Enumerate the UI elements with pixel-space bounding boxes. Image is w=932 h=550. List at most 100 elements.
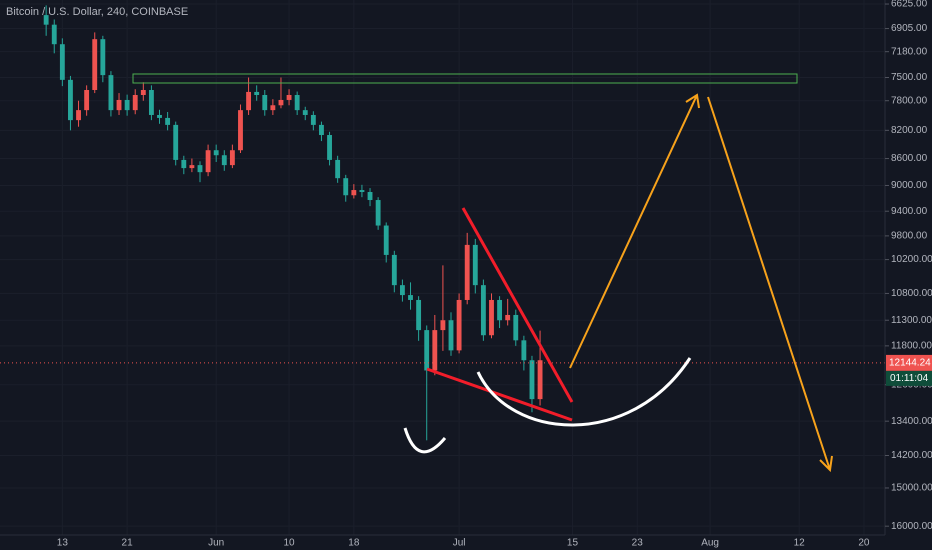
x-tick-label: 18 — [348, 538, 360, 549]
candle-body — [68, 79, 73, 121]
candle-body — [132, 95, 138, 111]
candles — [0, 5, 885, 441]
candle-body — [229, 150, 235, 166]
candle-body — [497, 299, 503, 321]
candle-body — [310, 114, 316, 125]
candle-body — [100, 39, 106, 76]
candle-body — [181, 159, 187, 169]
candle-body — [521, 340, 527, 361]
candle-body — [399, 285, 405, 296]
x-tick-label: 21 — [122, 538, 134, 549]
candle-body — [440, 320, 446, 331]
x-tick-label: 15 — [567, 538, 579, 549]
candle-body — [327, 135, 332, 160]
x-tick-label: Jun — [208, 538, 224, 549]
candle-body — [124, 99, 130, 111]
candle-body — [472, 244, 478, 286]
candle-body — [108, 75, 114, 111]
x-tick-label: 10 — [283, 538, 295, 549]
candle-body — [456, 299, 462, 351]
candle-body — [140, 89, 146, 96]
candle-body — [529, 360, 535, 400]
y-tick-label: 8600.00 — [891, 153, 928, 164]
y-tick-label: 6625.00 — [891, 0, 928, 10]
countdown-label: 01:11:04 — [890, 373, 929, 384]
y-tick-label: 11800.00 — [891, 341, 932, 352]
candle-body — [513, 314, 519, 341]
x-tick-label: 23 — [632, 538, 644, 549]
arrow — [569, 93, 700, 369]
y-tick-label: 11300.00 — [891, 315, 932, 326]
candle-body — [537, 360, 543, 400]
x-tick-label: 20 — [858, 538, 870, 549]
candle-body — [197, 165, 203, 173]
curve — [403, 427, 447, 454]
candle-body — [464, 244, 470, 300]
candle-body — [213, 150, 219, 156]
candle-body — [59, 44, 65, 80]
countdown-tag — [886, 370, 932, 386]
candle-body — [489, 299, 494, 336]
candle-body — [116, 99, 122, 111]
candle-body — [246, 91, 252, 111]
y-tick-label: 7800.00 — [891, 95, 928, 106]
candle-body — [391, 254, 397, 286]
y-tick-label: 7180.00 — [891, 46, 928, 57]
candle-body — [448, 320, 454, 351]
y-tick-label: 16000.00 — [891, 521, 932, 532]
chart-title: Bitcoin / U.S. Dollar, 240, COINBASE — [6, 6, 188, 18]
candle-body — [286, 95, 292, 100]
candle-body — [221, 155, 227, 166]
candle-body — [189, 165, 195, 169]
candle-body — [335, 159, 341, 179]
wedge-line — [426, 367, 573, 422]
candle-body — [92, 39, 98, 90]
candle-body — [351, 190, 357, 196]
y-tick-label: 9000.00 — [891, 180, 928, 191]
candle-body — [148, 89, 154, 115]
x-tick-label: Aug — [701, 538, 719, 549]
grid — [0, 0, 885, 535]
axes: 6625.00 6905.00 7180.00 7500.00 7800.00 8200.… — [57, 0, 932, 549]
y-tick-label: 10800.00 — [891, 288, 932, 299]
y-tick-label: 9800.00 — [891, 231, 928, 242]
y-tick-label: 10200.00 — [891, 254, 932, 265]
candle-body — [302, 110, 308, 115]
candle-body — [416, 299, 422, 331]
x-tick-label: Jul — [453, 538, 466, 549]
candle-body — [278, 99, 284, 106]
y-tick-label: 14200.00 — [891, 450, 932, 461]
y-tick-label: 8200.00 — [891, 125, 928, 136]
candle-body — [51, 24, 57, 45]
last-price-label: 12144.24 — [889, 358, 931, 369]
candle-body — [165, 117, 171, 125]
candle-body — [270, 105, 276, 111]
wedge-line — [461, 207, 574, 403]
arrow — [707, 96, 833, 473]
candle-body — [505, 314, 511, 321]
curve — [476, 357, 692, 427]
candle-body — [238, 110, 243, 151]
candle-body — [294, 95, 300, 111]
y-tick-label: 15000.00 — [891, 483, 932, 494]
candle-body — [359, 190, 365, 193]
drawings — [132, 73, 833, 473]
candle-body — [173, 124, 179, 160]
candle-body — [383, 225, 389, 255]
y-tick-label: 7500.00 — [891, 72, 928, 83]
candle-body — [43, 15, 49, 25]
x-tick-label: 12 — [794, 538, 806, 549]
candle-body — [84, 89, 90, 111]
last-price-tag — [886, 354, 932, 371]
candle-body — [480, 285, 486, 336]
candle-body — [343, 178, 349, 196]
candle-body — [375, 200, 381, 226]
y-tick-label: 6905.00 — [891, 23, 928, 34]
candle-body — [424, 330, 430, 371]
y-tick-label: 9400.00 — [891, 206, 928, 217]
candle-body — [254, 91, 260, 96]
candle-body — [157, 114, 162, 118]
candle-body — [367, 192, 373, 201]
resistance-zone — [132, 73, 798, 84]
